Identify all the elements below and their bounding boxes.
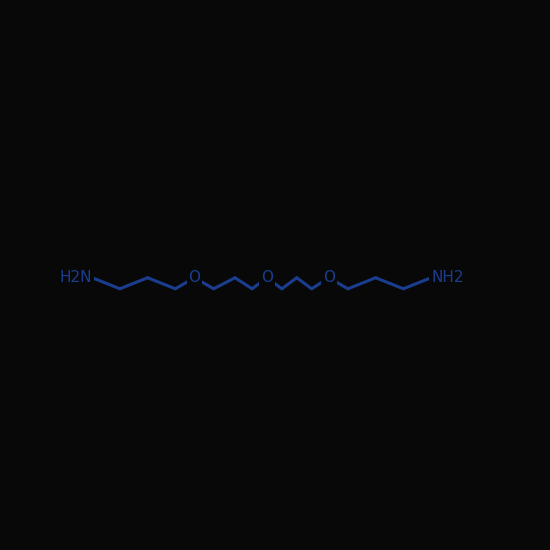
Text: O: O <box>323 270 335 285</box>
Text: O: O <box>189 270 201 285</box>
Text: NH2: NH2 <box>431 270 464 285</box>
Text: O: O <box>261 270 273 285</box>
Text: H2N: H2N <box>60 270 92 285</box>
